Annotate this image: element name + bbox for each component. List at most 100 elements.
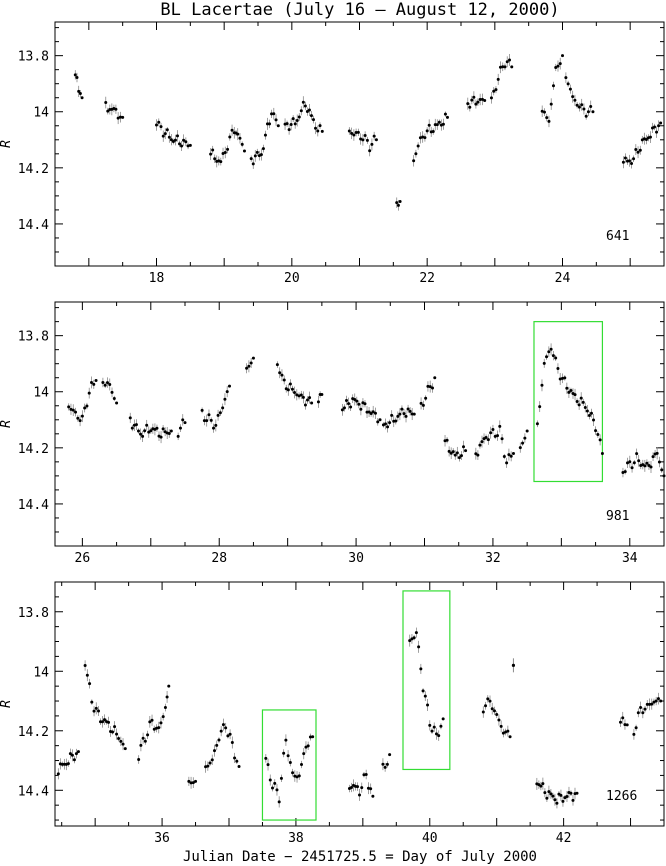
data-point xyxy=(270,112,274,116)
data-point xyxy=(291,117,295,121)
data-point xyxy=(247,364,251,368)
y-tick-label: 14 xyxy=(33,665,49,680)
data-point xyxy=(75,76,79,80)
data-point xyxy=(434,732,438,736)
data-point xyxy=(547,119,551,123)
data-point xyxy=(249,157,253,161)
data-point xyxy=(394,419,398,423)
data-point xyxy=(273,781,277,785)
data-segment xyxy=(381,404,416,433)
data-point xyxy=(623,156,627,160)
data-point xyxy=(474,102,478,106)
data-point xyxy=(445,115,449,119)
data-segment xyxy=(419,376,437,411)
data-point xyxy=(205,419,209,423)
data-point xyxy=(308,396,312,400)
data-point xyxy=(280,373,284,377)
data-point xyxy=(569,791,573,795)
data-point xyxy=(414,152,418,156)
data-point xyxy=(311,118,315,122)
data-point xyxy=(261,147,265,151)
data-point xyxy=(110,390,114,394)
data-point xyxy=(363,402,367,406)
data-segment xyxy=(104,96,125,125)
data-segment xyxy=(209,124,246,168)
data-point xyxy=(498,424,502,428)
data-point xyxy=(503,65,507,69)
data-point xyxy=(180,144,184,148)
data-point xyxy=(412,159,416,163)
data-point xyxy=(228,732,232,736)
data-point xyxy=(94,706,98,710)
data-segment xyxy=(621,120,663,169)
data-point xyxy=(218,411,222,415)
data-point xyxy=(233,756,237,760)
data-point xyxy=(251,162,255,166)
data-point xyxy=(398,412,402,416)
data-point xyxy=(89,380,93,384)
data-point xyxy=(491,428,495,432)
data-point xyxy=(360,786,364,790)
data-point xyxy=(73,73,77,77)
data-point xyxy=(349,785,353,789)
y-tick-label: 14.4 xyxy=(18,218,49,233)
data-point xyxy=(559,793,563,797)
data-point xyxy=(583,406,587,410)
data-point xyxy=(466,102,470,106)
data-point xyxy=(381,762,385,766)
data-point xyxy=(623,723,627,727)
data-point xyxy=(647,463,651,467)
data-point xyxy=(364,773,368,777)
data-point xyxy=(656,697,660,701)
data-point xyxy=(649,465,653,469)
x-tick-label: 38 xyxy=(288,831,304,846)
data-point xyxy=(540,109,544,113)
data-point xyxy=(589,411,593,415)
data-segment xyxy=(187,776,198,789)
observation-count-label: 641 xyxy=(606,229,629,244)
data-point xyxy=(365,138,369,142)
data-point xyxy=(90,700,94,704)
data-point xyxy=(428,385,432,389)
data-point xyxy=(219,729,223,733)
data-point xyxy=(88,682,92,686)
data-point xyxy=(468,105,472,109)
data-point xyxy=(637,459,641,463)
data-point xyxy=(167,684,171,688)
data-segment xyxy=(83,660,127,751)
data-point xyxy=(484,704,488,708)
data-point xyxy=(406,407,410,411)
data-point xyxy=(183,421,187,425)
data-point xyxy=(292,390,296,394)
data-point xyxy=(115,732,119,736)
data-point xyxy=(598,438,602,442)
data-point xyxy=(509,454,513,458)
data-point xyxy=(85,673,89,677)
data-point xyxy=(417,645,421,649)
data-point xyxy=(414,631,418,635)
data-point xyxy=(92,709,96,713)
data-point xyxy=(428,723,432,727)
data-point xyxy=(213,157,217,161)
data-point xyxy=(159,435,163,439)
data-point xyxy=(139,743,143,747)
data-point xyxy=(235,759,239,763)
data-point xyxy=(285,122,289,126)
data-point xyxy=(416,144,420,148)
data-point xyxy=(573,393,577,397)
data-point xyxy=(441,122,445,126)
data-point xyxy=(186,144,190,148)
data-point xyxy=(284,738,288,742)
data-point xyxy=(423,694,427,698)
data-point xyxy=(167,135,171,139)
y-axis-label: R xyxy=(0,700,14,708)
data-point xyxy=(352,133,356,137)
data-point xyxy=(484,435,488,439)
data-point xyxy=(432,725,436,729)
data-point xyxy=(362,773,366,777)
data-point xyxy=(575,103,579,107)
data-point xyxy=(221,406,225,410)
data-point xyxy=(286,388,290,392)
data-point xyxy=(111,730,115,734)
data-point xyxy=(459,454,463,458)
